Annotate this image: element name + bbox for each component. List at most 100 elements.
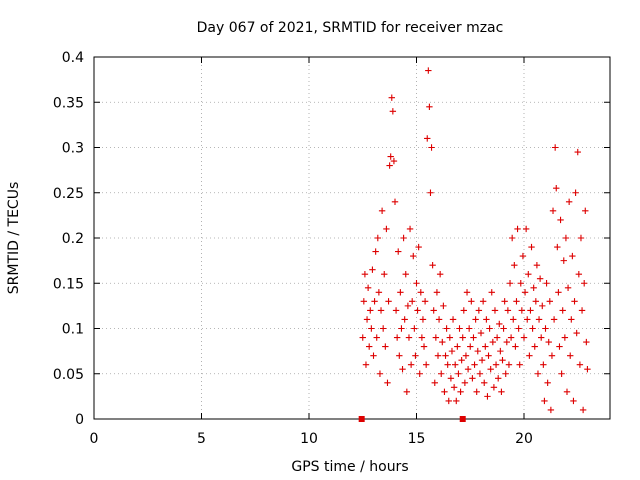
data-point	[554, 243, 561, 251]
data-point	[457, 388, 464, 396]
data-point	[546, 298, 553, 305]
data-point	[540, 361, 547, 368]
data-point	[520, 334, 528, 341]
data-point	[583, 338, 590, 346]
data-point	[557, 216, 564, 224]
y-tick-label: 0	[75, 412, 84, 428]
data-point	[428, 144, 435, 151]
y-tick-label: 0.1	[62, 322, 84, 338]
data-point	[427, 189, 434, 196]
data-point	[415, 243, 422, 251]
data-point	[410, 252, 417, 260]
data-point	[516, 361, 523, 368]
data-point	[398, 325, 405, 332]
data-point	[514, 225, 521, 233]
data-point	[463, 289, 471, 296]
data-point	[485, 352, 492, 359]
data-point	[492, 361, 500, 368]
data-point	[564, 284, 572, 291]
data-point	[366, 343, 373, 350]
data-point	[545, 338, 552, 346]
data-point	[399, 366, 406, 373]
data-point	[465, 325, 473, 332]
data-point	[448, 347, 456, 355]
data-point	[456, 325, 463, 332]
data-point	[521, 289, 529, 296]
data-point	[383, 225, 390, 233]
data-point	[548, 352, 556, 359]
data-point	[379, 325, 387, 332]
data-point	[403, 388, 411, 396]
data-point	[386, 162, 393, 169]
data-point	[547, 406, 555, 414]
data-point	[472, 316, 479, 323]
data-points	[359, 67, 591, 414]
data-point	[454, 343, 461, 350]
data-point	[470, 334, 477, 341]
data-point	[524, 316, 531, 323]
data-point	[481, 379, 488, 386]
data-point	[401, 316, 408, 323]
data-point	[579, 406, 587, 414]
data-point	[436, 271, 444, 278]
data-point	[539, 302, 546, 310]
data-point	[435, 316, 443, 323]
data-point	[578, 307, 586, 314]
data-point	[422, 361, 430, 368]
x-tick-label: 15	[408, 431, 426, 447]
data-point	[377, 307, 385, 314]
data-point	[432, 334, 440, 341]
axis-ticks: 0 5 10 15 20 0 0.05 0.1 0.15 0.2 0.25 0.3 0.35 0.4	[53, 50, 610, 447]
data-point	[574, 148, 581, 156]
data-point	[413, 280, 420, 287]
data-point	[391, 198, 399, 205]
data-point	[562, 234, 570, 242]
data-point	[478, 356, 486, 364]
data-point	[503, 338, 510, 346]
data-point	[462, 352, 470, 359]
data-point	[519, 252, 527, 260]
data-point	[559, 307, 566, 314]
data-point	[577, 234, 585, 242]
data-point	[434, 352, 442, 359]
chart-title: Day 067 of 2021, SRMTID for receiver mza…	[197, 20, 504, 36]
data-point	[367, 307, 374, 314]
data-point	[371, 298, 378, 305]
data-point	[508, 234, 516, 242]
y-tick-label: 0.15	[53, 276, 84, 292]
data-point	[420, 343, 428, 350]
x-tick-label: 0	[90, 431, 99, 447]
data-point	[536, 275, 544, 282]
data-point	[475, 307, 483, 314]
data-point	[553, 185, 560, 192]
data-point	[453, 397, 460, 405]
data-point	[395, 248, 402, 255]
y-axis-label: SRMTID / TECUs	[6, 182, 22, 295]
data-point	[512, 343, 519, 350]
data-point	[544, 379, 551, 386]
data-point	[362, 361, 370, 368]
data-point	[429, 261, 436, 269]
data-point	[441, 388, 448, 396]
data-point	[561, 334, 569, 341]
data-point	[487, 366, 494, 373]
data-point	[499, 356, 506, 364]
data-point	[490, 384, 498, 391]
data-point	[452, 361, 459, 368]
data-point	[392, 307, 400, 314]
data-point	[369, 266, 376, 273]
data-point	[406, 225, 414, 233]
data-point	[531, 343, 538, 350]
data-point	[476, 370, 484, 377]
data-point	[517, 280, 524, 287]
data-point	[372, 248, 379, 255]
data-point	[501, 298, 508, 305]
data-point	[498, 388, 505, 396]
y-tick-label: 0.2	[62, 231, 84, 247]
data-point	[412, 352, 419, 359]
axis-marker	[358, 416, 365, 422]
data-point	[471, 361, 478, 368]
data-point	[573, 329, 580, 337]
data-point	[467, 343, 474, 350]
